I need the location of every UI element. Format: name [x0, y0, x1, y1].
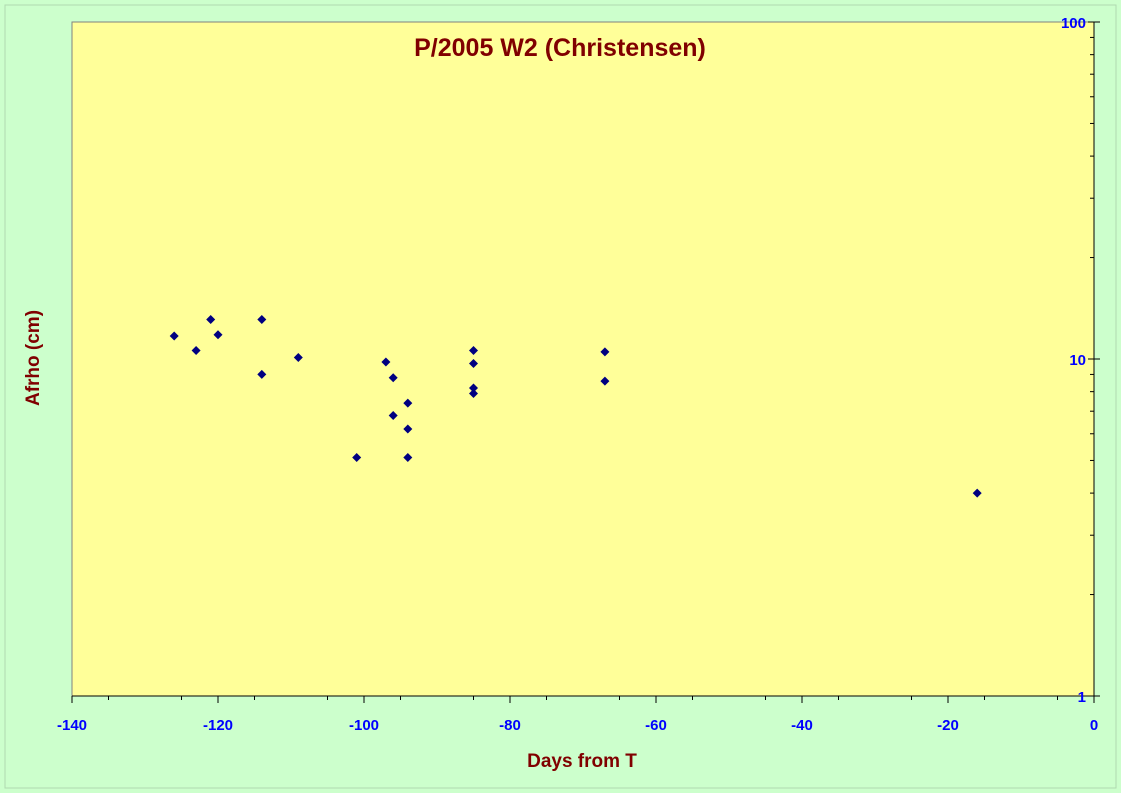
x-tick-label: -40 [791, 717, 813, 734]
data-point [388, 373, 398, 383]
data-point [257, 369, 267, 379]
data-point [600, 376, 610, 386]
data-point [600, 347, 610, 357]
x-tick-label: -140 [57, 717, 87, 734]
x-tick-label: -80 [499, 717, 521, 734]
x-axis-label: Days from T [527, 751, 637, 772]
x-tick-label: -60 [645, 717, 667, 734]
data-point [206, 314, 216, 324]
data-point [972, 488, 982, 498]
x-tick-label: -20 [937, 717, 959, 734]
y-tick-label: 10 [1069, 352, 1086, 369]
data-point [381, 357, 391, 367]
data-points [169, 314, 982, 498]
data-point [469, 388, 478, 398]
data-point [469, 383, 478, 393]
data-point [169, 331, 179, 341]
data-point [293, 353, 303, 363]
x-tick-label: -120 [203, 717, 233, 734]
y-tick-label: 100 [1061, 15, 1086, 32]
data-point [191, 345, 201, 355]
data-point [213, 330, 223, 340]
data-point [469, 358, 478, 368]
axes: -140 -120 -100 -80 -60 -40 -20 01 10 100 [57, 15, 1100, 734]
data-point [403, 398, 413, 408]
x-tick-label: 0 [1090, 717, 1098, 734]
data-point [469, 345, 478, 355]
data-point [403, 453, 413, 463]
y-axis-label: Afrho (cm) [23, 310, 44, 406]
data-point [403, 424, 413, 434]
chart-title: P/2005 W2 (Christensen) [414, 34, 706, 62]
data-point [388, 410, 398, 420]
plot-area [71, 21, 1095, 697]
data-point [352, 453, 362, 463]
y-tick-label: 1 [1078, 689, 1086, 706]
x-tick-label: -100 [349, 717, 379, 734]
data-point [257, 314, 267, 324]
